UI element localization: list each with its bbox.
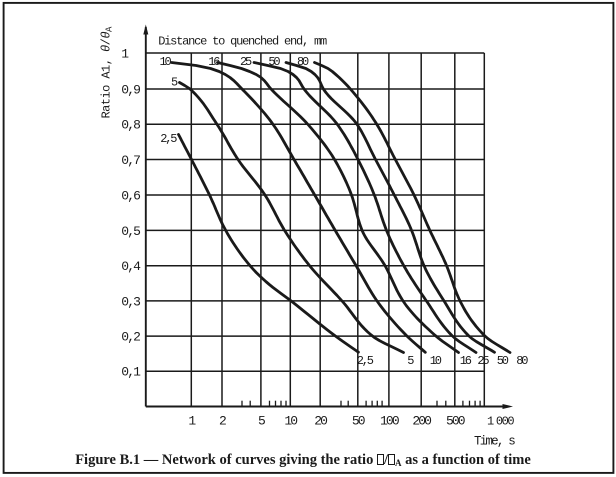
svg-text:100: 100 [380, 413, 399, 428]
svg-text:2,5: 2,5 [357, 354, 374, 368]
svg-text:2,5: 2,5 [160, 132, 177, 146]
svg-text:Distance to quenched end, mm: Distance to quenched end, mm [158, 34, 327, 48]
svg-text:5: 5 [407, 354, 414, 368]
svg-text:0,5: 0,5 [121, 224, 140, 239]
svg-text:200: 200 [412, 413, 431, 428]
svg-text:50: 50 [352, 413, 365, 428]
svg-text:Time, s: Time, s [474, 435, 515, 449]
svg-text:20: 20 [314, 413, 327, 428]
svg-text:0,2: 0,2 [121, 330, 140, 345]
svg-text:500: 500 [446, 413, 465, 428]
svg-text:0,9: 0,9 [121, 82, 140, 97]
svg-text:5: 5 [258, 413, 265, 428]
svg-text:0,7: 0,7 [121, 153, 140, 168]
svg-text:0,8: 0,8 [121, 118, 140, 133]
svg-text:0,3: 0,3 [121, 294, 140, 309]
svg-text:2: 2 [219, 413, 226, 428]
svg-text:Ratio A1, θ/θA: Ratio A1, θ/θA [99, 26, 114, 118]
svg-text:1: 1 [121, 46, 129, 61]
svg-text:1: 1 [188, 413, 196, 428]
svg-text:0,1: 0,1 [121, 365, 141, 380]
svg-text:0,4: 0,4 [121, 259, 141, 274]
svg-text:10: 10 [284, 413, 297, 428]
svg-text:5: 5 [171, 76, 178, 90]
svg-text:0,6: 0,6 [121, 188, 140, 203]
